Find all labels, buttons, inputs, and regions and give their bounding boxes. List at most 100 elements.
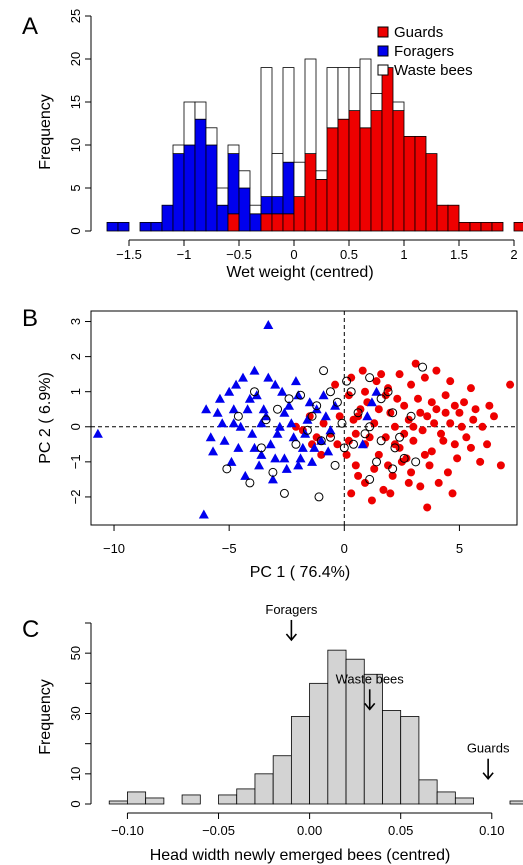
panel-a-bar-foragers	[249, 213, 262, 232]
panel-b-point-foragers	[228, 404, 239, 414]
panel-a-bar-waste-bees	[370, 93, 383, 112]
panel-b-point-foragers	[254, 460, 265, 470]
panel-a-x-tick-label: −0.5	[226, 247, 252, 262]
panel-b-point-waste-bees	[273, 404, 283, 414]
panel-c-bar	[436, 791, 456, 805]
panel-c-bar	[218, 794, 238, 805]
panel-b-point-foragers	[242, 404, 253, 414]
panel-b-point-guards	[365, 433, 374, 442]
panel-a-bar-foragers	[271, 196, 284, 215]
panel-c-bar	[254, 773, 274, 805]
panel-a-legend-swatch	[377, 26, 389, 38]
panel-a-bar-waste-bees	[194, 101, 207, 120]
panel-b-y-tick-label: −2	[68, 490, 83, 505]
panel-c-bar	[400, 716, 420, 805]
panel-b-point-waste-bees	[249, 387, 259, 397]
panel-c-annotation-arrow-head	[285, 633, 298, 642]
panel-b-point-waste-bees	[314, 492, 324, 502]
panel-a-bar-foragers	[106, 221, 119, 232]
panel-b-point-waste-bees	[291, 439, 301, 449]
panel-b-point-guards	[439, 436, 448, 445]
panel-a-bar-waste-bees	[337, 67, 350, 120]
panel-a-bar-waste-bees	[216, 187, 229, 206]
panel-b-point-waste-bees	[390, 443, 400, 453]
panel-b-point-guards	[361, 478, 370, 487]
panel-a-bar-guards	[458, 221, 471, 232]
panel-c-bar	[145, 797, 165, 805]
panel-b-point-waste-bees	[261, 415, 271, 425]
panel-b-x-tick-label: −5	[222, 541, 237, 556]
panel-b-point-guards	[441, 408, 450, 417]
panel-b-point-foragers	[205, 432, 216, 442]
panel-b-point-foragers	[249, 442, 260, 452]
panel-b-point-waste-bees	[302, 425, 312, 435]
panel-c-x-tick-label: −0.10	[111, 823, 144, 838]
panel-b-point-foragers	[228, 418, 239, 428]
panel-b-point-guards	[342, 450, 351, 459]
panel-b-point-guards	[331, 380, 340, 389]
panel-a-bar-guards	[227, 213, 240, 232]
panel-a-bar-guards	[392, 110, 405, 232]
panel-a-bars	[106, 58, 523, 232]
panel-b-point-guards	[370, 419, 379, 428]
panel-b-point-guards	[432, 366, 441, 375]
panel-c-x-tick-label: 0.10	[479, 823, 504, 838]
panel-a-bar-guards	[260, 213, 273, 232]
panel-b-point-foragers	[219, 435, 230, 445]
panel-b-point-guards	[335, 412, 344, 421]
panel-b-point-guards	[344, 436, 353, 445]
panel-c-y-axis-label: Frequency	[37, 679, 54, 755]
panel-b-point-foragers	[362, 411, 373, 421]
panel-c-bar	[309, 682, 329, 805]
panel-c-bar	[181, 794, 201, 805]
panel-a-y-tick-label: 0	[68, 227, 83, 234]
panel-c-letter: C	[22, 616, 39, 643]
panel-b-point-waste-bees	[418, 362, 428, 372]
panel-b-point-guards	[420, 450, 429, 459]
panel-a-y-tick-label: 5	[68, 184, 83, 191]
panel-a-bar-waste-bees	[271, 153, 284, 198]
panel-b-point-waste-bees	[395, 432, 405, 442]
panel-a-bar-waste-bees	[392, 101, 405, 111]
panel-b-point-foragers	[357, 439, 368, 449]
panel-c-y-tick-label: 10	[68, 767, 83, 781]
panel-b-plot-frame	[90, 310, 518, 526]
panel-a-bar-waste-bees	[315, 170, 328, 180]
panel-b-point-guards	[471, 405, 480, 414]
panel-b-point-foragers	[212, 407, 223, 417]
panel-b-point-guards	[377, 370, 386, 379]
panel-b-point-guards	[384, 461, 393, 470]
panel-b-point-guards	[312, 433, 321, 442]
panel-b-point-guards	[455, 408, 464, 417]
panel-b-point-guards	[361, 387, 370, 396]
panel-b-point-foragers	[208, 446, 219, 456]
panel-a-bar-foragers	[260, 196, 273, 215]
panel-a-legend-swatch	[377, 64, 389, 76]
panel-a-y-tick-label: 20	[68, 52, 83, 66]
panel-b-point-waste-bees	[365, 474, 375, 484]
panel-a-bar-foragers	[139, 221, 152, 232]
panel-a-y-tick-label: 10	[68, 138, 83, 152]
panel-c-annotation: Guards	[467, 741, 510, 780]
panel-b-point-foragers	[277, 386, 288, 396]
panel-b-point-waste-bees	[339, 443, 349, 453]
panel-b-point-guards	[333, 440, 342, 449]
panel-b-x-tick-label: 0	[341, 541, 348, 556]
panel-b-point-guards	[425, 461, 434, 470]
panel-a-bar-foragers	[117, 221, 130, 232]
panel-b-point-guards	[351, 461, 360, 470]
panel-b-point-guards	[374, 405, 383, 414]
panel-a-bar-guards	[359, 127, 372, 232]
panel-b-letter: B	[22, 305, 38, 332]
panel-a-bar-waste-bees	[227, 144, 240, 154]
panel-b-y-tick-label: 0	[68, 423, 83, 430]
panel-b-point-foragers	[307, 456, 318, 466]
panel-c-bar	[236, 788, 256, 805]
panel-b-point-guards	[423, 503, 432, 512]
panel-b-point-waste-bees	[388, 408, 398, 418]
panel-a-y-axis-label: Frequency	[37, 94, 54, 170]
panel-b-point-foragers	[311, 404, 322, 414]
panel-a-bar-waste-bees	[282, 67, 295, 163]
panel-a-bar-waste-bees	[260, 67, 273, 197]
